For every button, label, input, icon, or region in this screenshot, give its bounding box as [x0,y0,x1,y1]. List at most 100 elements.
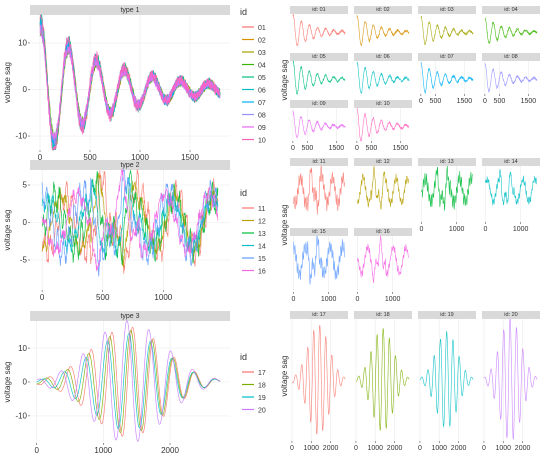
y-tick-label: 0 [23,85,28,94]
facet-strip [290,100,348,108]
legend-type-1: id 01 02 03 04 05 06 07 08 09 10 [240,7,266,145]
facet-panel-02: id: 02 [354,6,412,47]
facet-strip-label: id: 10 [376,101,389,107]
y-tick-label: 10 [18,344,27,353]
facet-panel-10: id: 10 0 500 1500 [354,100,412,152]
facet-panel-08: id: 08 0 500 1500 [482,53,540,105]
facet-panel-07: id: 07 0 500 1500 [418,53,476,105]
x-tick-label: 1500 [329,145,345,152]
facet-strip [30,311,230,321]
facet-strip [354,53,412,61]
series-line-12 [357,165,409,210]
x-tick-label: 500 [96,293,110,302]
facet-panel-18: id: 18 0 1000 2000 [354,311,412,452]
main-panel-type-1: type 1 0 500 1000 1500 -10 0 10 voltage sag [3,5,230,162]
x-tick-label: 1000 [131,153,149,162]
x-tick-label: 2000 [387,445,403,452]
x-tick-label: 0 [418,445,422,452]
series-line-11 [293,165,345,215]
facet-strip-label: id: 14 [504,159,517,165]
facet-strip-label: id: 17 [312,312,325,318]
series-line-08 [484,63,538,93]
facet-strip-label: id: 09 [312,101,325,107]
legend-label-14: 14 [258,244,266,251]
facet-panel-01: id: 01 [290,6,348,47]
series-line-16 [41,169,219,272]
facet-strip-label: type 2 [120,162,139,169]
x-tick-label: 1500 [457,98,473,105]
facet-strip-label: id: 02 [376,7,389,13]
y-axis-label: voltage sag [280,60,289,101]
legend-label-01: 01 [258,25,266,32]
facet-strip [482,53,540,61]
series-line-14 [485,169,537,206]
legend-label-16: 16 [258,269,266,276]
x-tick-label: 2000 [323,445,339,452]
facet-strip [482,6,540,14]
facet-panel-11: id: 11 [290,158,348,222]
legend-label-11: 11 [258,206,265,213]
x-tick-label: 1500 [181,153,199,162]
legend-label-15: 15 [258,256,266,263]
x-tick-label: 1500 [393,145,409,152]
facet-strip-label: id: 20 [504,312,517,318]
legend-type-2: id 11 12 13 14 15 16 [240,188,266,276]
x-tick-label: 0 [292,296,296,303]
series-line-06 [356,61,410,95]
x-tick-label: 0 [355,145,359,152]
series-line-15 [41,169,218,277]
legend-label-18: 18 [258,383,266,390]
y-axis-label: voltage sag [3,210,12,251]
facet-panel-06: id: 06 [354,53,412,95]
x-tick-label: 500 [494,98,506,105]
legend-label-04: 04 [258,63,266,70]
x-tick-label: 0 [483,98,487,105]
series-line-02 [356,15,410,47]
series-line-14 [41,176,219,258]
plot-area [354,319,412,441]
series-line-01 [292,13,346,47]
facet-strip [354,228,412,236]
x-tick-label: 0 [484,226,488,233]
plot-area [354,108,412,141]
legend-label-17: 17 [258,370,266,377]
main-panel-type-3: type 3 0 1000 2000 -10 0 10 voltage sag [3,311,230,455]
y-tick-label: 10 [18,39,27,48]
x-tick-label: 0 [291,145,295,152]
legend-label-07: 07 [258,100,266,107]
series-line-10 [356,107,410,142]
series-line-20 [483,318,538,440]
facet-strip-label: id: 04 [504,7,517,13]
legend-label-03: 03 [258,50,266,57]
x-tick-label: 2000 [451,445,467,452]
x-tick-label: 1000 [154,293,172,302]
facet-panel-13: id: 13 0 1000 [418,158,476,233]
x-tick-label: 0 [419,98,423,105]
x-tick-label: 0 [38,153,43,162]
facet-strip-label: id: 16 [376,229,389,235]
legend-label-02: 02 [258,38,266,45]
series-line-20 [36,320,221,442]
x-tick-label: 1000 [431,445,447,452]
y-axis-label: voltage sag [280,205,289,246]
series-line-03 [420,15,474,46]
facet-panel-14: id: 14 0 1000 [482,158,540,233]
x-tick-label: 0 [34,446,39,455]
facet-strip-label: id: 18 [376,312,389,318]
y-tick-label: 0 [23,378,28,387]
x-tick-label: 0 [40,293,45,302]
x-tick-label: 1000 [449,226,465,233]
legend-label-10: 10 [258,138,266,145]
facet-strip [418,53,476,61]
x-tick-label: 0 [356,296,360,303]
x-tick-label: 0 [420,226,424,233]
facet-panel-17: id: 17 0 1000 2000 [290,311,348,452]
y-tick-label: 5 [23,181,28,190]
series-line-18 [36,329,221,433]
facet-strip-label: id: 12 [376,159,389,165]
series-line-16 [357,234,409,283]
legend-label-20: 20 [258,408,266,415]
x-tick-label: 1000 [367,445,383,452]
